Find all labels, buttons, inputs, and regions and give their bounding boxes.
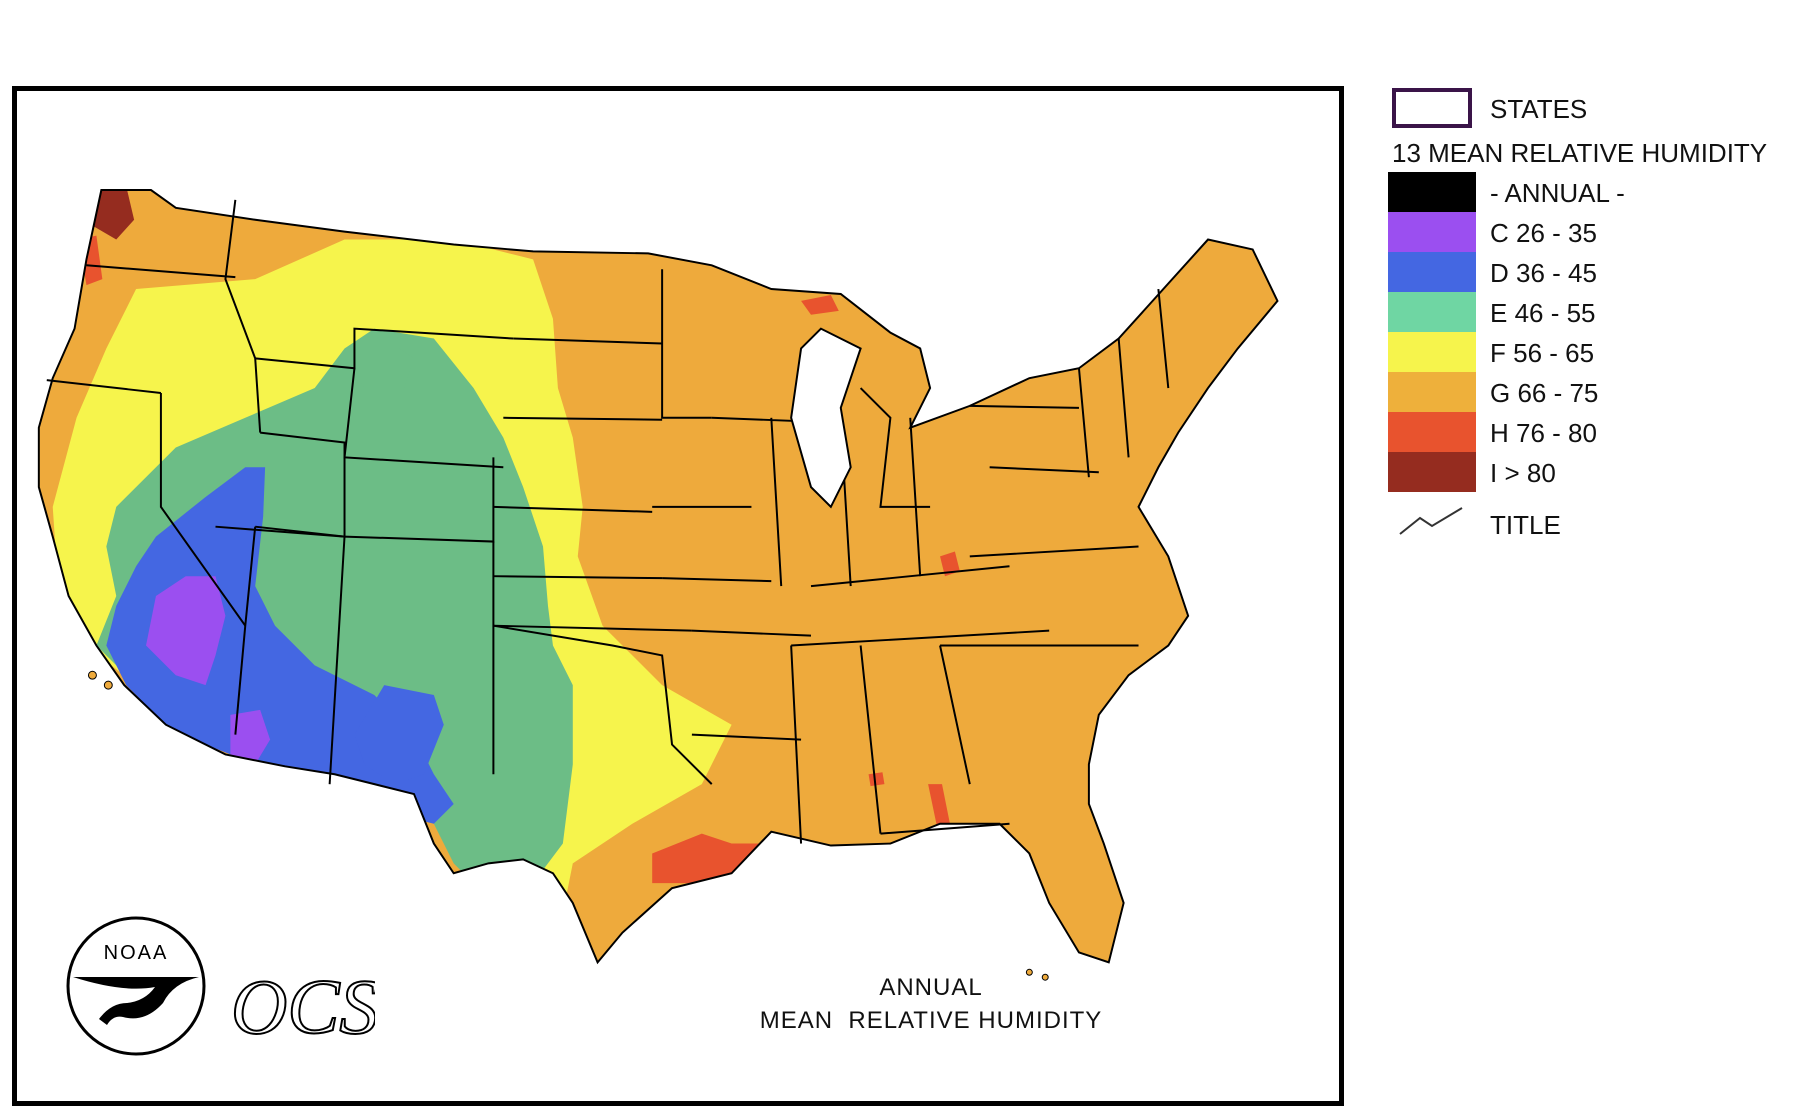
legend-swatch-g[interactable] [1388, 372, 1476, 412]
title-line-icon[interactable] [1398, 504, 1464, 538]
legend-layer-title: 13 MEAN RELATIVE HUMIDITY [1392, 138, 1768, 168]
legend-label-e: E 46 - 55 [1490, 298, 1596, 328]
state-line-or-ca [46, 379, 162, 394]
state-line-nm [328, 536, 495, 785]
region-h-76-80-ga [868, 772, 885, 787]
region-h-76-80-wv [940, 551, 960, 577]
state-line-ar-la [691, 629, 812, 741]
state-line-ga-fl [880, 645, 1010, 835]
state-line-va-nc [940, 545, 1139, 647]
state-line-ut [255, 431, 346, 538]
state-line-mn [661, 269, 712, 419]
map-caption-line2: MEAN RELATIVE HUMIDITY [759, 1007, 1103, 1034]
great-lake-michigan [790, 327, 862, 509]
state-line-nd-sd [503, 337, 663, 421]
state-line-ia-mo [652, 505, 772, 583]
map-caption: ANNUAL MEAN RELATIVE HUMIDITY [731, 971, 1131, 1037]
seagull-icon [73, 977, 199, 1025]
state-line-ut-az [215, 525, 345, 538]
state-boundaries [37, 189, 1279, 965]
legend-label-annual: - ANNUAL - [1490, 178, 1625, 208]
state-line-tx [493, 624, 713, 785]
ocs-mark: OCS [230, 962, 375, 1051]
region-d-36-45-nm [354, 685, 444, 785]
humidity-layer [38, 190, 1278, 963]
state-line-ne-states [1077, 288, 1170, 478]
region-c-26-35 [146, 576, 226, 686]
legend-swatch-f[interactable] [1388, 332, 1476, 372]
legend-label-c: C 26 - 35 [1490, 218, 1597, 248]
coastal-islands [87, 670, 1049, 981]
state-line-ok [493, 624, 692, 632]
region-h-76-80-mi [801, 294, 839, 315]
channel-island-2 [103, 680, 113, 690]
state-line-az-nm [234, 526, 257, 735]
legend-label-i: I > 80 [1490, 458, 1556, 488]
region-e-46-55 [96, 328, 573, 903]
legend-swatch-annual[interactable] [1388, 172, 1476, 212]
ocs-text: OCS [231, 963, 375, 1050]
state-line-tn-ky [791, 565, 1050, 647]
region-h-76-80-fl [928, 784, 950, 832]
state-line-ne-ks [493, 505, 663, 580]
legend-swatch-h[interactable] [1388, 412, 1476, 452]
state-line-id [224, 199, 262, 433]
us-outline [37, 189, 1279, 965]
states-swatch[interactable] [1392, 88, 1472, 128]
legend-label-g: G 66 - 75 [1490, 378, 1599, 408]
legend-swatch-d[interactable] [1388, 252, 1476, 292]
florida-key-1 [1025, 968, 1033, 976]
us-humidity-map[interactable] [17, 91, 1339, 1101]
state-line-mi [859, 387, 931, 508]
noaa-logo: NOAA [66, 916, 206, 1056]
state-line-mt [255, 327, 514, 370]
legend-label-d: D 36 - 45 [1490, 258, 1597, 288]
state-line-ca-nv [159, 393, 247, 627]
region-c-26-35-az [230, 709, 271, 765]
legend-swatch-c[interactable] [1388, 212, 1476, 252]
region-e-46-55-wy-patch [344, 338, 414, 389]
legend-label-h: H 76 - 80 [1490, 418, 1597, 448]
state-line-wa-or [86, 264, 236, 279]
florida-key-2 [1041, 973, 1049, 981]
legend-title-label: TITLE [1490, 510, 1561, 540]
legend: STATES 13 MEAN RELATIVE HUMIDITY - ANNUA… [1388, 84, 1788, 554]
state-line-pa-ny [969, 404, 1099, 474]
channel-island-1 [87, 670, 97, 680]
legend-label-f: F 56 - 65 [1490, 338, 1595, 368]
map-frame[interactable]: NOAA OCS ANNUAL MEAN RELATIVE HUMIDITY [12, 86, 1344, 1106]
noaa-logo-text: NOAA [104, 942, 169, 964]
map-caption-line1: ANNUAL [879, 974, 983, 1001]
states-label: STATES [1490, 94, 1588, 124]
legend-swatch-e[interactable] [1388, 292, 1476, 332]
legend-swatch-i[interactable] [1388, 452, 1476, 492]
state-line-ms-al [790, 645, 882, 844]
